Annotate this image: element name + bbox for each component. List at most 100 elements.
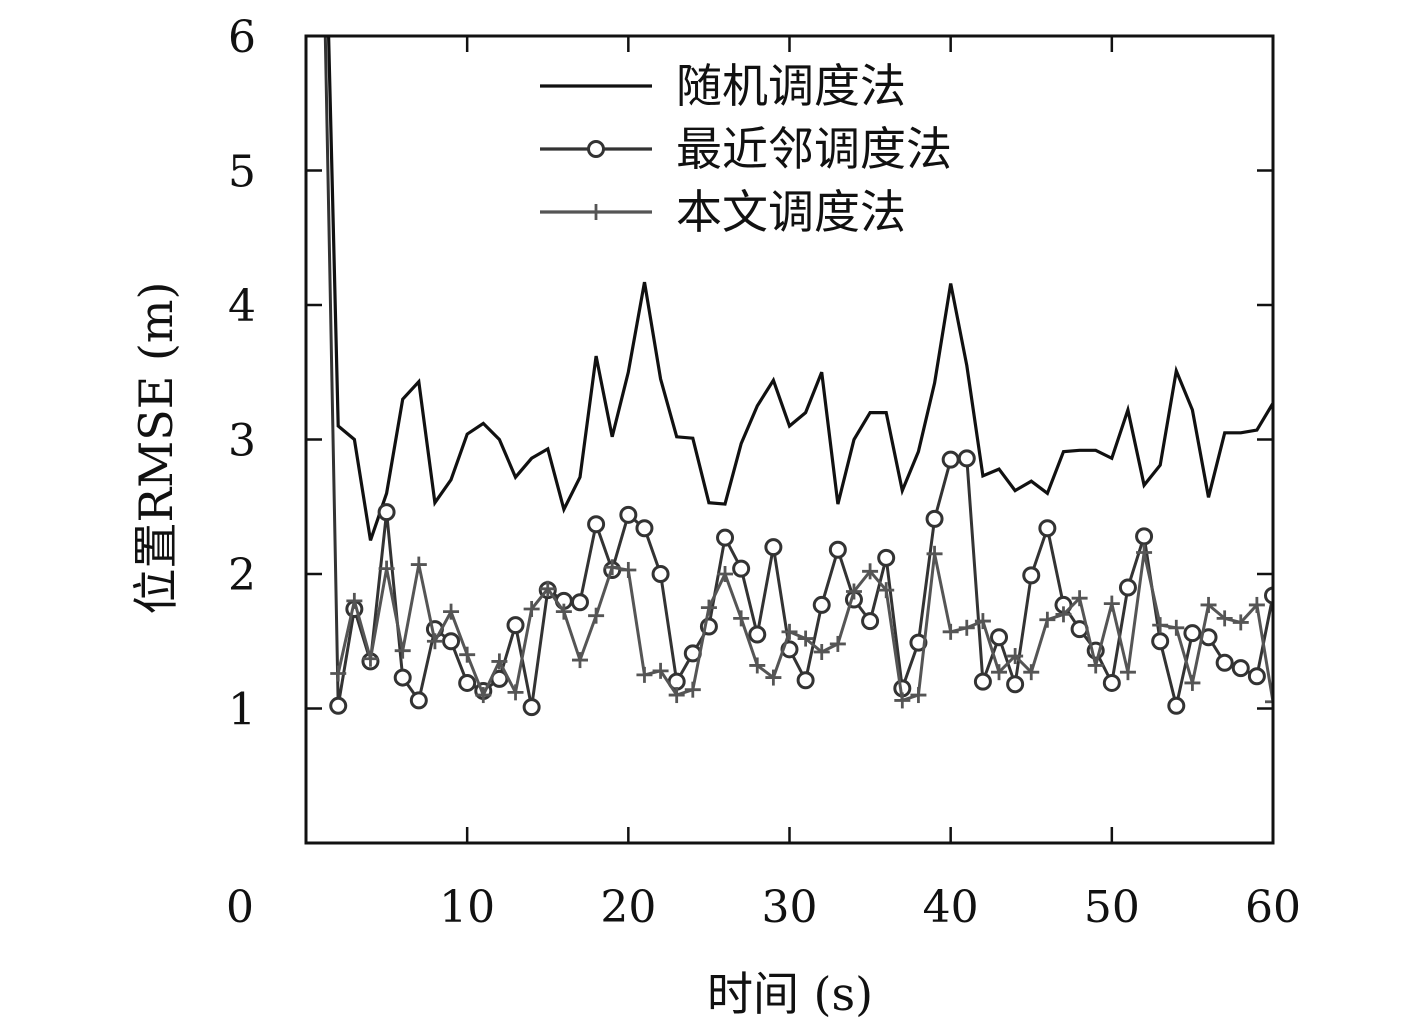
- circle-marker: [329, 696, 348, 715]
- plus-marker: [700, 599, 717, 616]
- plus-marker: [346, 592, 363, 609]
- plus-marker: [717, 566, 734, 582]
- circle-marker: [1151, 632, 1170, 651]
- circle-marker: [861, 612, 880, 631]
- plus-marker: [330, 665, 347, 682]
- plus-marker: [555, 603, 572, 620]
- series-1: [325, 36, 1273, 541]
- circle-marker: [587, 140, 605, 158]
- x-tick-label: 60: [1245, 882, 1301, 933]
- circle-marker: [570, 593, 589, 612]
- plus-marker: [829, 635, 846, 652]
- plus-marker: [684, 681, 701, 698]
- circle-marker: [1264, 586, 1273, 605]
- circle-marker: [764, 538, 783, 557]
- legend-item-1: 随机调度法: [540, 59, 906, 113]
- plus-marker: [475, 687, 492, 704]
- circle-marker: [957, 449, 976, 468]
- plus-marker: [862, 563, 879, 580]
- plus-marker: [1039, 611, 1056, 628]
- y-tick-label: 1: [228, 685, 256, 736]
- circle-marker: [587, 515, 606, 534]
- plus-marker: [459, 646, 476, 663]
- plus-marker: [1136, 544, 1153, 561]
- y-tick-label: 5: [228, 147, 256, 198]
- circle-marker: [973, 672, 992, 691]
- plus-marker: [974, 613, 991, 630]
- circle-marker: [619, 505, 638, 524]
- circle-marker: [458, 673, 477, 692]
- ticks-layer: 1 2 3 4 5 6 10 20 30 40 50 60 0: [226, 12, 1301, 933]
- circle-marker: [1183, 624, 1202, 643]
- circle-marker: [732, 559, 751, 578]
- plus-marker: [443, 603, 460, 620]
- x-tick-label: 50: [1084, 882, 1140, 933]
- circle-marker: [909, 633, 928, 652]
- plus-marker: [781, 623, 798, 640]
- circle-marker: [1022, 566, 1041, 585]
- x-tick-label: 10: [439, 882, 495, 933]
- circle-marker: [941, 450, 960, 469]
- plus-marker: [1152, 617, 1169, 634]
- plus-marker: [410, 556, 427, 573]
- plus-marker: [1007, 648, 1024, 665]
- plus-marker: [362, 650, 379, 667]
- circle-marker: [522, 698, 541, 717]
- plus-marker: [1216, 610, 1233, 627]
- plus-marker: [926, 545, 943, 562]
- circle-marker: [1102, 673, 1121, 692]
- plus-marker: [749, 657, 766, 674]
- origin-label: 0: [226, 882, 254, 933]
- circle-marker: [1231, 659, 1250, 678]
- legend-label: 随机调度法: [676, 59, 906, 113]
- x-tick-label: 40: [923, 882, 979, 933]
- plus-marker: [1103, 595, 1120, 612]
- circle-marker: [990, 628, 1009, 647]
- circle-marker: [748, 625, 767, 644]
- circle-marker: [1167, 696, 1186, 715]
- series-layer: [323, 36, 1273, 717]
- legend-item-3: 本文调度法: [540, 185, 906, 239]
- circle-marker: [442, 632, 461, 651]
- legend-item-2: 最近邻调度法: [540, 122, 952, 176]
- circle-marker: [1135, 527, 1154, 546]
- plus-marker: [991, 664, 1008, 681]
- plus-marker: [1184, 674, 1201, 691]
- plus-marker: [1023, 664, 1040, 681]
- plus-marker: [1265, 693, 1273, 710]
- plus-marker: [797, 630, 814, 647]
- plus-marker: [539, 580, 556, 597]
- plus-marker: [894, 692, 911, 709]
- plus-marker: [652, 662, 669, 679]
- plus-marker: [1071, 590, 1088, 607]
- x-axis-title: 时间 (s): [707, 967, 873, 1021]
- circle-marker: [1006, 675, 1025, 694]
- plus-marker: [910, 687, 927, 704]
- circle-marker: [506, 616, 525, 635]
- circle-marker: [796, 671, 815, 690]
- circle-marker: [1118, 578, 1137, 597]
- plus-marker: [636, 666, 653, 683]
- plus-marker: [378, 560, 395, 577]
- plus-marker: [813, 644, 830, 661]
- circle-marker: [409, 691, 428, 710]
- plus-marker: [1119, 664, 1136, 681]
- circle-marker: [651, 565, 670, 583]
- plus-marker: [394, 642, 411, 659]
- plus-marker: [571, 652, 588, 669]
- series-3: [330, 544, 1273, 710]
- circle-marker: [877, 548, 896, 567]
- x-tick-label: 20: [600, 882, 656, 933]
- plus-marker: [733, 610, 750, 627]
- y-tick-label: 4: [228, 281, 256, 332]
- plus-marker: [1055, 606, 1072, 623]
- plus-marker: [878, 582, 895, 599]
- plus-marker: [588, 607, 605, 624]
- plus-marker: [668, 687, 685, 704]
- legend-label: 最近邻调度法: [676, 122, 952, 176]
- circle-marker: [1038, 519, 1057, 538]
- y-tick-label: 3: [228, 416, 256, 467]
- circle-marker: [812, 595, 831, 614]
